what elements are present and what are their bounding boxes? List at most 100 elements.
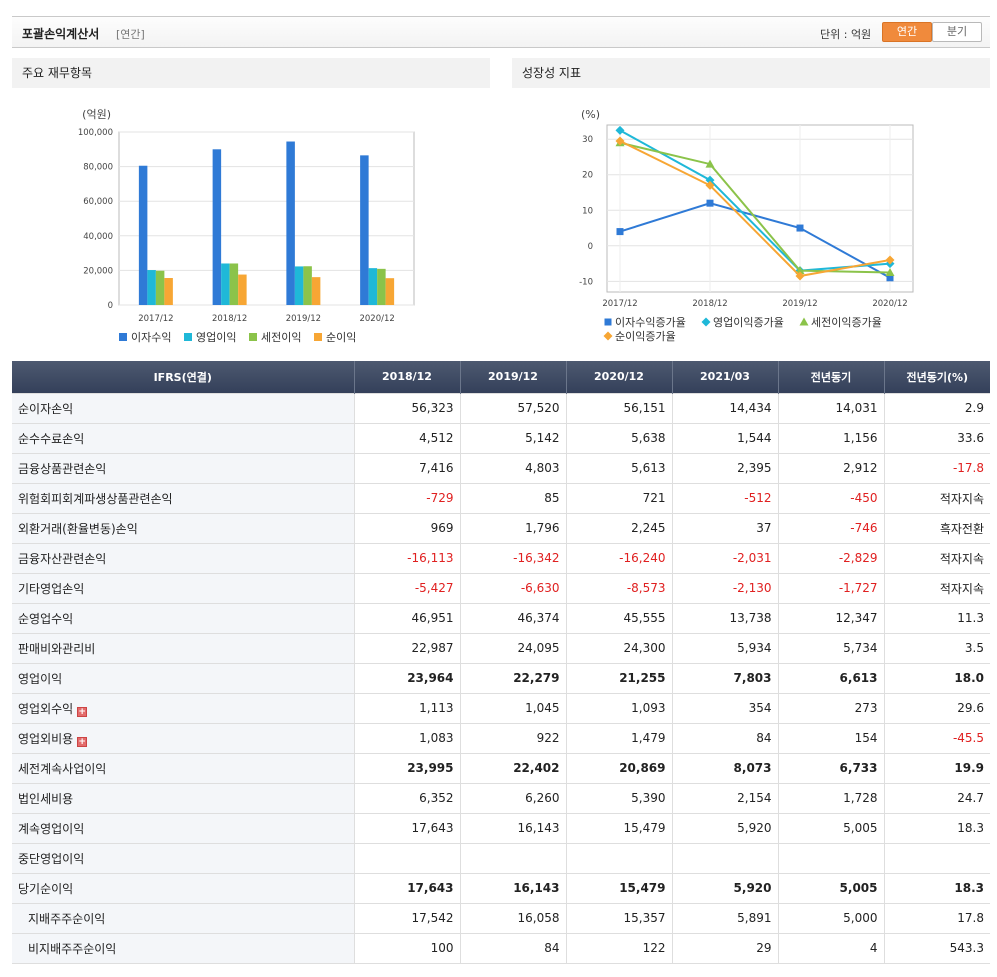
growth-panel-title: 성장성 지표 — [512, 58, 990, 88]
table-row: 세전계속사업이익 23,995 22,402 20,869 8,073 6,733 19.9 — [12, 752, 990, 783]
row-label-text: 영업외비용 — [18, 731, 74, 746]
data-point — [705, 175, 715, 185]
legend-label: 순이익 — [326, 331, 356, 344]
row-label-text: 영업외수익 — [18, 701, 74, 716]
table-cell: 84 — [671, 722, 778, 753]
table-cell: 37 — [671, 512, 778, 543]
table-cell: -2,829 — [777, 542, 884, 573]
table-row: 순수수료손익 4,512 5,142 5,638 1,544 1,156 33.6 — [12, 422, 990, 453]
y-tick-label: 0 — [588, 242, 593, 252]
table-cell: 22,279 — [459, 662, 566, 693]
annual-toggle-button[interactable]: 연간 — [882, 22, 932, 42]
row-label: 판매비와관리비 — [12, 632, 354, 663]
x-tick-label: 2018/12 — [212, 314, 247, 324]
expand-plus-icon[interactable]: + — [77, 706, 88, 717]
row-label-text: 금융자산관련손익 — [18, 551, 107, 566]
row-label-text: 당기순이익 — [18, 881, 74, 896]
table-row: 영업외수익 +1,113 1,045 1,093 354 273 29.6 — [12, 692, 990, 723]
legend-item: 세전이익 — [249, 331, 301, 344]
row-label-text: 비지배주주순이익 — [28, 941, 117, 956]
row-label-text: 지배주주순이익 — [28, 911, 106, 926]
table-cell: -45.5 — [883, 722, 990, 753]
y-tick-label: 20,000 — [83, 266, 113, 276]
table-cell: 2.9 — [883, 392, 990, 423]
row-label: 중단영업이익 — [12, 842, 354, 873]
row-label-text: 금융상품관련손익 — [18, 461, 107, 476]
bar — [147, 270, 156, 305]
y-tick-label: 60,000 — [83, 197, 113, 207]
table-cell: 16,143 — [459, 872, 566, 903]
bar — [138, 165, 148, 305]
table-cell: 5,891 — [671, 902, 778, 933]
table-cell: 17,542 — [353, 902, 460, 933]
data-point — [604, 318, 612, 326]
y-tick-label: 10 — [582, 206, 593, 216]
table-row: 지배주주순이익 17,542 16,058 15,357 5,891 5,000 17.8 — [12, 902, 990, 933]
period-tag: [연간] — [116, 28, 145, 41]
table-cell: 84 — [459, 932, 566, 964]
table-cell: 5,390 — [565, 782, 672, 813]
table-cell: 5,920 — [671, 872, 778, 903]
legend-label: 세전이익증가율 — [811, 316, 882, 329]
legend-swatch — [249, 333, 257, 341]
table-cell: 18.3 — [883, 872, 990, 903]
line-chart: (%) -10 0 10 20 30 2017/12 2018/12 2019/12 2020/1… — [579, 108, 914, 343]
legend-swatch — [314, 333, 322, 341]
table-cell: 273 — [777, 692, 884, 723]
bar — [294, 266, 304, 305]
table-cell — [671, 842, 778, 873]
table-cell: 354 — [671, 692, 778, 723]
bar — [221, 263, 230, 305]
table-cell: 14,434 — [671, 392, 778, 423]
table-cell: 29.6 — [883, 692, 990, 723]
row-label: 비지배주주순이익 — [12, 932, 354, 964]
table-cell: 24,300 — [565, 632, 672, 663]
legend-item: 영업이익증가율 — [701, 316, 784, 329]
data-point — [615, 125, 625, 135]
bar — [155, 270, 165, 305]
table-header-row: IFRS(연결) 2018/12 2019/12 2020/12 2021/03 전년동기… — [12, 361, 990, 393]
table-cell: 흑자전환 — [883, 512, 990, 543]
table-cell: 16,143 — [459, 812, 566, 843]
table-row: 영업이익 23,964 22,279 21,255 7,803 6,613 18.0 — [12, 662, 990, 693]
table-cell: 5,005 — [777, 872, 884, 903]
series-line — [619, 140, 891, 278]
legend-label: 영업이익 — [196, 331, 236, 344]
legend-swatch — [119, 333, 127, 341]
table-cell: 21,255 — [565, 662, 672, 693]
table-cell: 20,869 — [565, 752, 672, 783]
table-cell: 11.3 — [883, 602, 990, 633]
row-label[interactable]: 영업외비용 + — [12, 722, 354, 753]
legend-swatch — [184, 333, 192, 341]
x-tick-label: 2020/12 — [359, 314, 394, 324]
expand-plus-icon[interactable]: + — [77, 736, 88, 747]
row-label: 외환거래(환율변동)손익 — [12, 512, 354, 543]
table-cell: -8,573 — [565, 572, 672, 603]
data-point — [795, 266, 805, 275]
row-label: 금융자산관련손익 — [12, 542, 354, 573]
legend-label: 세전이익 — [261, 331, 301, 344]
table-cell: -746 — [777, 512, 884, 543]
row-label[interactable]: 영업외수익 + — [12, 692, 354, 723]
statement-header: 포괄손익계산서 [연간] 단위 : 억원 연간 분기 — [12, 16, 990, 48]
table-row: 금융상품관련손익 7,416 4,803 5,613 2,395 2,912 -17.8 — [12, 452, 990, 483]
table-cell — [565, 842, 672, 873]
table-cell: 적자지속 — [883, 542, 990, 573]
table-cell: 922 — [459, 722, 566, 753]
table-cell: -1,727 — [777, 572, 884, 603]
series-line-group — [615, 136, 895, 281]
legend-item: 이자수익증가율 — [604, 316, 686, 329]
table-row: 계속영업이익 17,643 16,143 15,479 5,920 5,005 18.3 — [12, 812, 990, 843]
table-cell: 5,934 — [671, 632, 778, 663]
table-cell: 45,555 — [565, 602, 672, 633]
table-cell: 4,803 — [459, 452, 566, 483]
quarter-toggle-button[interactable]: 분기 — [932, 22, 982, 42]
table-cell: 29 — [671, 932, 778, 964]
table-cell: 1,093 — [565, 692, 672, 723]
bar — [303, 266, 312, 305]
table-row: 외환거래(환율변동)손익 969 1,796 2,245 37 -746 흑자전환 — [12, 512, 990, 543]
column-header-label: IFRS(연결) — [12, 361, 354, 393]
y-axis-unit: (억원) — [82, 108, 111, 121]
table-cell: -16,240 — [565, 542, 672, 573]
table-cell: 1,045 — [459, 692, 566, 723]
